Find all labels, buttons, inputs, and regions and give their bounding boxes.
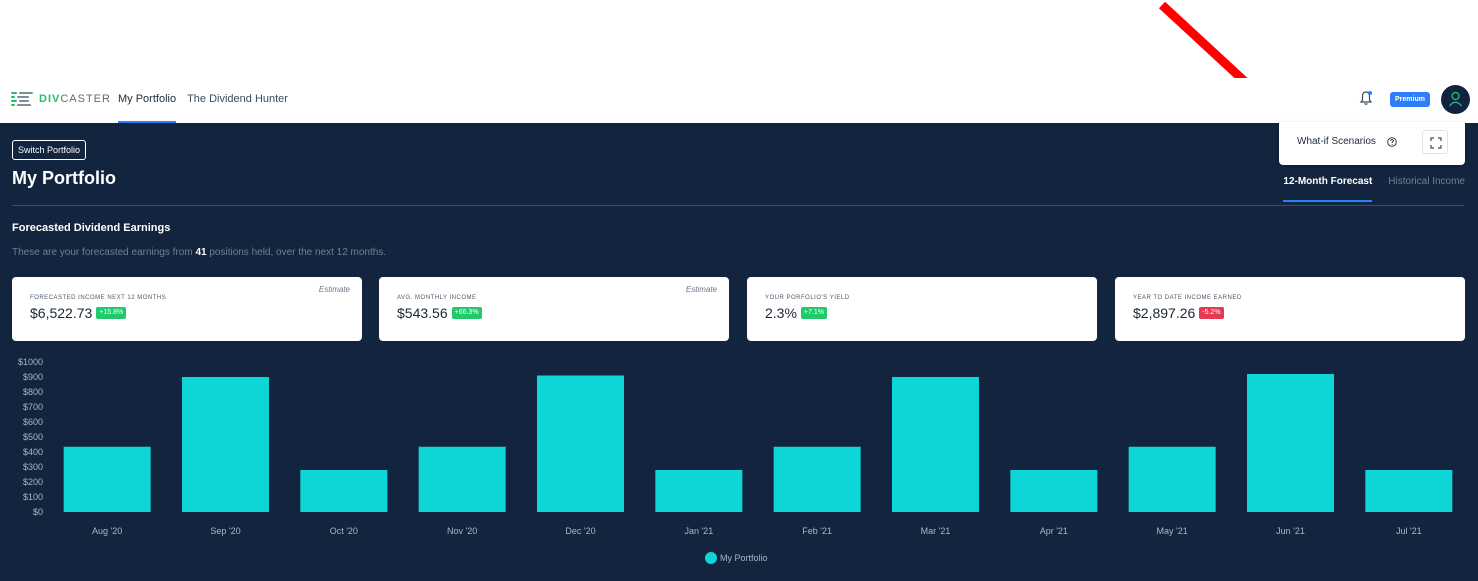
legend-label[interactable]: My Portfolio — [720, 553, 768, 563]
subtitle-text-start: These are your forecasted earnings from — [12, 247, 193, 258]
y-tick-label: $400 — [23, 447, 43, 457]
chart-bar[interactable] — [537, 375, 624, 513]
x-tick-label: May '21 — [1157, 526, 1188, 536]
nav-item-my-portfolio[interactable]: My Portfolio — [118, 78, 177, 123]
stat-card-forecasted-income: Estimate FORECASTED INCOME NEXT 12 MONTH… — [12, 277, 362, 341]
card-value-row: $6,522.73 +15.8% — [30, 305, 127, 321]
stat-card-avg-monthly-income: Estimate AVG. MONTHLY INCOME $543.56 +66… — [379, 277, 729, 341]
card-value: $6,522.73 — [30, 305, 93, 321]
y-tick-label: $900 — [23, 372, 43, 382]
y-tick-label: $1000 — [18, 357, 43, 367]
page-title: My Portfolio — [12, 168, 116, 188]
x-tick-label: Apr '21 — [1040, 526, 1068, 536]
stat-card-portfolio-yield: YOUR PORFOLIO'S YIELD 2.3% +7.1% — [747, 277, 1097, 341]
change-badge: +66.3% — [451, 307, 482, 319]
x-tick-label: Oct '20 — [330, 526, 358, 536]
bell-icon[interactable] — [1359, 90, 1373, 106]
switch-portfolio-button[interactable]: Switch Portfolio — [12, 140, 87, 160]
x-tick-label: Nov '20 — [447, 526, 477, 536]
section-divider — [12, 205, 1464, 206]
positions-count: 41 — [195, 247, 207, 258]
stat-card-ytd-income: YEAR TO DATE INCOME EARNED $2,897.26 -5.… — [1115, 277, 1465, 341]
chart-bar[interactable] — [655, 470, 743, 512]
expand-button[interactable] — [1422, 130, 1448, 154]
main-nav: My Portfolio The Dividend Hunter — [118, 78, 299, 123]
chart-legend: My Portfolio — [705, 552, 768, 564]
premium-badge[interactable]: Premium — [1390, 92, 1430, 107]
y-tick-label: $300 — [23, 462, 43, 472]
x-tick-label: Jun '21 — [1276, 526, 1305, 536]
y-tick-label: $100 — [23, 492, 43, 502]
y-tick-label: $200 — [23, 477, 43, 487]
change-badge: +15.8% — [96, 307, 127, 319]
dividend-bar-chart: $0 $100 $200 $300 $400 $500 $600 $700 $800 $900 $1… — [18, 357, 1453, 536]
subtitle-text-end: positions held, over the next 12 months. — [209, 247, 387, 258]
chart-bar[interactable] — [1365, 470, 1453, 512]
section-title: Forecasted Dividend Earnings — [12, 222, 171, 234]
card-value: $2,897.26 — [1133, 305, 1196, 321]
card-value-row: $2,897.26 -5.2% — [1133, 305, 1224, 321]
card-value-row: 2.3% +7.1% — [765, 305, 827, 321]
card-value: 2.3% — [765, 305, 797, 321]
card-label: YOUR PORFOLIO'S YIELD — [765, 295, 850, 301]
user-icon — [1448, 91, 1463, 107]
card-value: $543.56 — [397, 305, 448, 321]
x-tick-label: Aug '20 — [92, 526, 122, 536]
what-if-scenarios-panel: What-if Scenarios — [1279, 122, 1465, 165]
y-tick-label: $700 — [23, 402, 43, 412]
card-label: FORECASTED INCOME NEXT 12 MONTHS — [30, 295, 167, 301]
x-tick-label: Jul '21 — [1396, 526, 1422, 536]
change-badge: -5.2% — [1199, 307, 1224, 319]
chart-bar[interactable] — [773, 446, 861, 512]
y-tick-label: $0 — [33, 507, 43, 517]
brand-logo[interactable]: DIVCASTER — [11, 91, 111, 107]
expand-icon — [1430, 137, 1442, 149]
y-tick-label: $500 — [23, 432, 43, 442]
card-label: AVG. MONTHLY INCOME — [397, 295, 477, 301]
tab-historical-income[interactable]: Historical Income — [1388, 176, 1465, 187]
chart-bar[interactable] — [300, 470, 388, 512]
brand-name-suffix: CASTER — [60, 93, 111, 105]
estimate-label: Estimate — [685, 285, 717, 294]
x-tick-label: Jan '21 — [684, 526, 713, 536]
x-tick-label: Dec '20 — [565, 526, 595, 536]
y-tick-label: $600 — [23, 417, 43, 427]
chart-bar[interactable] — [1010, 470, 1098, 512]
chart-bar[interactable] — [892, 377, 979, 512]
top-nav-bar: DIVCASTER My Portfolio The Dividend Hunt… — [0, 78, 1478, 123]
logo-mark-icon — [11, 91, 33, 107]
chart-bar[interactable] — [1247, 374, 1334, 512]
tab-12-month-forecast[interactable]: 12-Month Forecast — [1283, 176, 1373, 202]
change-badge: +7.1% — [800, 307, 827, 319]
chart-bar[interactable] — [63, 446, 151, 512]
help-circle-icon[interactable] — [1387, 137, 1397, 147]
card-value-row: $543.56 +66.3% — [397, 305, 482, 321]
brand-name: DIVCASTER — [39, 93, 111, 105]
what-if-scenarios-button[interactable]: What-if Scenarios — [1297, 136, 1376, 147]
chart-bar[interactable] — [418, 446, 506, 512]
forecast-tabs: 12-Month Forecast Historical Income — [1283, 176, 1465, 202]
card-label: YEAR TO DATE INCOME EARNED — [1133, 295, 1242, 301]
x-tick-label: Sep '20 — [210, 526, 240, 536]
legend-swatch[interactable] — [705, 552, 717, 564]
y-tick-label: $800 — [23, 387, 43, 397]
chart-bar[interactable] — [1128, 446, 1216, 512]
x-tick-label: Mar '21 — [921, 526, 951, 536]
estimate-label: Estimate — [318, 285, 350, 294]
avatar[interactable] — [1441, 85, 1470, 114]
chart-bar[interactable] — [182, 377, 269, 512]
section-subtitle: These are your forecasted earnings from … — [12, 247, 386, 258]
x-tick-label: Feb '21 — [802, 526, 832, 536]
nav-item-dividend-hunter[interactable]: The Dividend Hunter — [187, 93, 288, 105]
brand-name-prefix: DIV — [39, 93, 61, 105]
